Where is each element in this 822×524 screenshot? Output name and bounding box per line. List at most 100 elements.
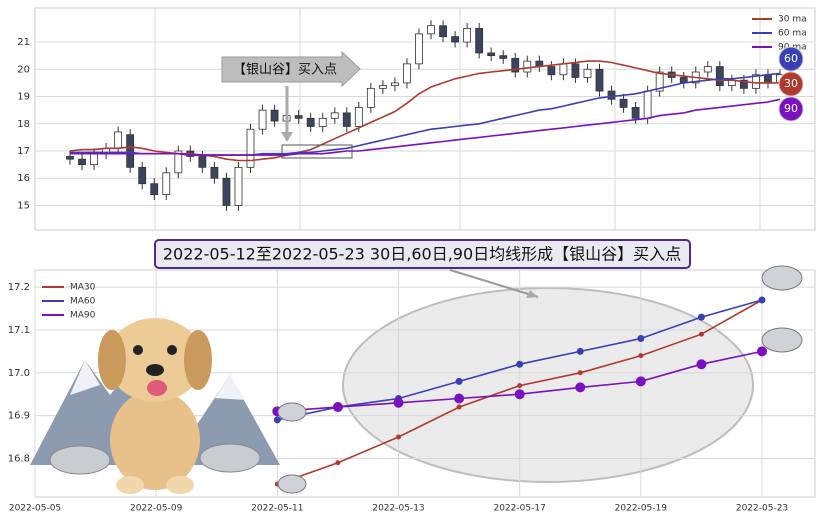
candle-body [246,128,255,168]
candle-body [210,166,219,179]
x-tick-label: 2022-05-17 [494,504,546,514]
y-tick-label: 21 [17,37,30,48]
dog-illustration [30,318,280,494]
ma-line [70,98,781,156]
point [696,359,707,370]
legend-label: MA90 [70,311,96,321]
candle-body [619,98,628,108]
point [393,397,404,408]
candle-body [427,25,435,35]
dog-tongue [147,380,167,396]
candle-body [739,79,748,89]
banner-arrowhead [526,290,538,298]
dog-eye [133,345,143,355]
point [575,382,586,393]
annotation-arrowhead [281,132,293,142]
candle-body [138,166,147,185]
y-tick-label: 20 [17,64,30,75]
legend-label: 60 ma [778,29,807,39]
y-tick-label: 17.0 [8,368,30,379]
candle-body [294,115,303,119]
y-tick-label: 16.9 [8,411,30,422]
candle-body [715,66,724,87]
y-tick-label: 18 [17,119,30,130]
candle-body [222,177,231,206]
candle-body [463,28,472,43]
badge-label: 60 [784,52,798,65]
candle-body [583,68,592,78]
point [697,313,705,321]
candle-body [126,134,135,168]
bottom-chart: 16.8 16.9 17.0 17.1 17.2 2022-05-05 2022-05-09… [8,270,815,514]
point [273,416,281,424]
candle-body [752,74,760,89]
ingots [277,265,803,494]
candle-body [78,158,86,166]
point [396,434,401,440]
candle-body [403,63,411,84]
candle-body [511,57,520,73]
snow [70,360,100,395]
candle-body [499,55,508,59]
dog-nose [146,364,164,376]
annotation: 【银山谷】买入点 [233,63,337,78]
candle-body [354,107,363,127]
dog-paw [166,476,194,494]
candle-body [655,71,664,92]
banner-title: 2022-05-12至2022-05-23 30日,60日,90日均线形成【银山… [163,245,681,264]
candle-body [114,131,123,149]
x-tick-label: 2022-05-23 [736,504,788,514]
candle-body [270,109,279,122]
dog-ear [98,330,126,390]
point [757,346,767,357]
dog-paw [116,476,144,494]
candle-body [318,117,327,127]
candle-body [547,66,556,76]
candle-body [643,90,652,119]
point [577,370,583,376]
point [454,393,465,404]
dog-body [110,390,200,490]
point [698,331,704,337]
candle-body [595,68,604,92]
y-tick-label: 17.1 [8,325,30,336]
x-tick-label: 2022-05-09 [130,504,183,514]
signal-box [281,144,353,159]
candle-body [306,117,315,127]
ingot [277,402,307,422]
y-tick-label: 17 [17,146,30,157]
candle-body [764,74,772,84]
banner-box [154,239,691,269]
badge-label: 30 [784,77,798,90]
candle-body [451,36,459,43]
candle-body [90,153,98,166]
highlight-ellipse [342,287,754,483]
dog-ear [184,330,212,390]
top-plot-area [34,7,816,231]
candle-body [234,166,243,206]
candle-body [366,87,375,108]
y-tick-label: 15 [17,200,30,211]
point [514,389,525,400]
candle-body [607,90,616,100]
candle-body [559,63,568,76]
ingot [761,327,803,353]
candle-body [66,156,74,160]
candle-body [439,25,447,38]
badge [778,96,804,122]
badge [778,46,804,72]
banner-arrow [449,269,539,298]
point [635,376,646,387]
candle-body [342,112,351,127]
badge [778,71,804,97]
candle-body [523,60,532,73]
x-tick-label: 2022-05-13 [372,504,424,514]
point [576,347,584,355]
ingot [49,445,111,475]
candle-body [162,172,171,195]
candle-body [198,156,207,168]
point [758,296,766,304]
point [335,460,341,466]
